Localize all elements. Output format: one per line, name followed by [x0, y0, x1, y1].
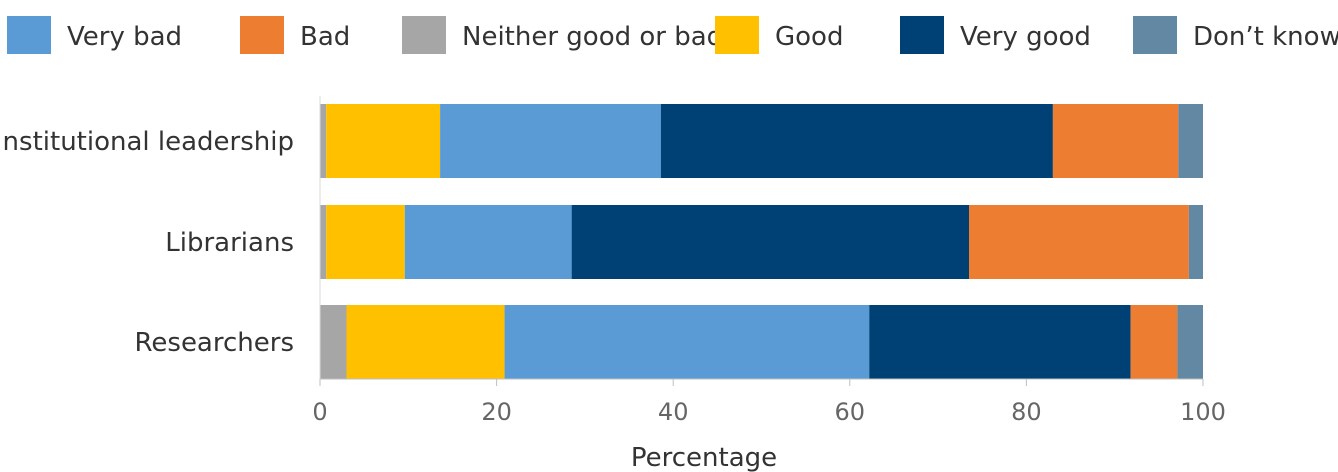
x-tick-label: 40: [658, 398, 689, 426]
bar-segment-don-t-know: [1188, 205, 1203, 279]
x-tick-label: 0: [312, 398, 327, 426]
bar-segment-bad: [969, 205, 1189, 279]
legend-swatch: [402, 16, 446, 54]
bar-segment-neither-good-or-bad: [320, 104, 327, 178]
category-label: Institutional leadership: [0, 127, 294, 157]
bar-segment-don-t-know: [1178, 104, 1203, 178]
x-tick-label: 60: [835, 398, 866, 426]
legend-label: Very good: [960, 22, 1091, 52]
legend-swatch: [7, 16, 51, 54]
category-label: Researchers: [135, 328, 295, 358]
legend-item-very-good: Very good: [900, 16, 1091, 54]
bar-segment-good: [326, 104, 441, 178]
bar-segment-neither-good-or-bad: [320, 205, 327, 279]
legend-label: Very bad: [67, 22, 182, 52]
legend-item-don-t-know: Don’t know: [1133, 16, 1338, 54]
bar-segment-don-t-know: [1177, 305, 1203, 379]
bar-segment-very-good: [660, 104, 1053, 178]
bar-segment-very-good: [571, 205, 970, 279]
legend-swatch: [240, 16, 284, 54]
legend-item-bad: Bad: [240, 16, 350, 54]
bar-segment-neither-good-or-bad: [320, 305, 347, 379]
bar-segment-good: [326, 205, 405, 279]
x-axis-title: Percentage: [631, 443, 777, 472]
legend-label: Neither good or bad: [462, 22, 723, 52]
bar-row-institutional-leadership: [320, 104, 1203, 178]
bar-segment-very-good: [869, 305, 1131, 379]
legend-label: Good: [775, 22, 843, 52]
plot-area: [320, 104, 1203, 379]
legend-label: Don’t know: [1193, 22, 1338, 52]
bar-segment-bad: [1052, 104, 1179, 178]
bar-segment-very-bad: [504, 305, 870, 379]
bar-row-librarians: [320, 205, 1203, 279]
bar-segment-bad: [1130, 305, 1178, 379]
legend-item-very-bad: Very bad: [7, 16, 182, 54]
legend-swatch: [1133, 16, 1177, 54]
bar-row-researchers: [320, 305, 1203, 379]
bar-segment-very-bad: [440, 104, 661, 178]
legend-item-neither-good-or-bad: Neither good or bad: [402, 16, 723, 54]
legend-swatch: [715, 16, 759, 54]
x-axis: 0 20 40 60 80 100: [312, 96, 1226, 426]
x-tick-label: 100: [1180, 398, 1226, 426]
legend-item-good: Good: [715, 16, 843, 54]
bar-segment-good: [346, 305, 505, 379]
legend-swatch: [900, 16, 944, 54]
x-tick-label: 20: [481, 398, 512, 426]
category-axis: Institutional leadership Librarians Resear…: [0, 127, 294, 358]
x-tick-label: 80: [1011, 398, 1042, 426]
legend-label: Bad: [300, 22, 350, 52]
bar-segment-very-bad: [404, 205, 572, 279]
category-label: Librarians: [165, 228, 294, 258]
chart-legend: Very bad Bad Neither good or bad Good Very g…: [7, 16, 1338, 54]
